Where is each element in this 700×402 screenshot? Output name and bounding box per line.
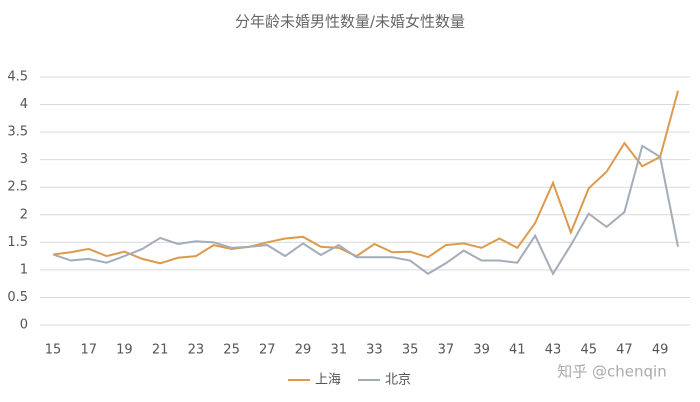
chart-title: 分年龄未婚男性数量/未婚女性数量 <box>235 13 465 31</box>
x-tick-label: 45 <box>580 343 597 358</box>
x-tick-label: 27 <box>259 343 276 358</box>
y-tick-label: 0 <box>20 318 28 333</box>
x-tick-label: 31 <box>330 343 347 358</box>
x-tick-label: 19 <box>116 343 133 358</box>
y-tick-label: 3 <box>20 152 28 167</box>
y-tick-label: 2 <box>20 207 28 222</box>
legend-label: 上海 <box>315 373 341 388</box>
x-tick-label: 41 <box>509 343 526 358</box>
y-tick-label: 3.5 <box>7 125 28 140</box>
legend-label: 北京 <box>385 373 411 388</box>
x-tick-label: 33 <box>366 343 383 358</box>
x-tick-label: 35 <box>402 343 419 358</box>
x-tick-label: 49 <box>652 343 669 358</box>
watermark: 知乎 @chenqin <box>557 363 666 381</box>
x-tick-label: 29 <box>295 343 312 358</box>
x-tick-label: 25 <box>223 343 240 358</box>
series-line <box>52 144 679 276</box>
x-tick-label: 37 <box>438 343 455 358</box>
y-tick-label: 4 <box>20 97 28 112</box>
x-tick-label: 23 <box>188 343 205 358</box>
y-tick-label: 1 <box>20 262 28 277</box>
x-tick-label: 43 <box>545 343 562 358</box>
x-tick-label: 17 <box>80 343 97 358</box>
y-tick-label: 0.5 <box>7 290 28 305</box>
x-tick-label: 15 <box>45 343 62 358</box>
y-tick-label: 4.5 <box>7 70 28 85</box>
y-tick-label: 2.5 <box>7 180 28 195</box>
x-tick-label: 39 <box>473 343 490 358</box>
series-line <box>52 90 679 265</box>
x-tick-label: 21 <box>152 343 169 358</box>
x-tick-label: 47 <box>616 343 633 358</box>
y-tick-label: 1.5 <box>7 235 28 250</box>
